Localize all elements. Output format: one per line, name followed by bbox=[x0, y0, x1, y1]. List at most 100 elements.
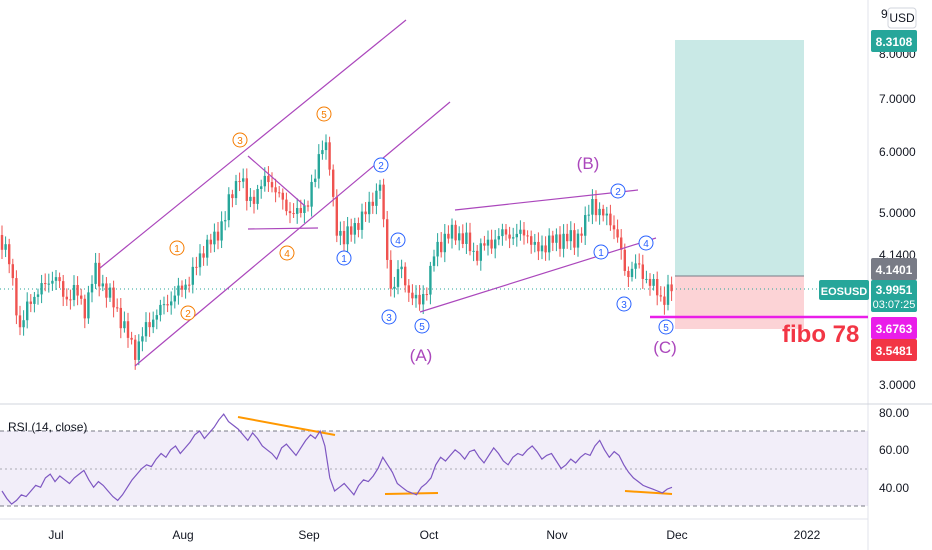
currency-label: USD bbox=[889, 11, 915, 25]
rsi-divergence-3[interactable] bbox=[624, 490, 673, 495]
candle-body bbox=[8, 244, 11, 265]
tag-target[interactable] bbox=[871, 30, 917, 52]
candle-body bbox=[274, 187, 277, 193]
candle-body bbox=[220, 221, 223, 241]
candle-body bbox=[303, 205, 306, 213]
b-wave-upper[interactable] bbox=[454, 189, 639, 211]
candle-body bbox=[461, 233, 464, 244]
b-wave-lower[interactable] bbox=[419, 237, 657, 313]
candle-body bbox=[191, 266, 194, 285]
candle-body bbox=[432, 256, 436, 266]
tag-stop-label: 3.5481 bbox=[876, 344, 913, 358]
x-tick-nov: Nov bbox=[546, 528, 567, 542]
channel-upper[interactable] bbox=[99, 19, 407, 269]
wave-c-label-1: 1 bbox=[598, 248, 604, 259]
y-tick-3: 3.0000 bbox=[879, 378, 916, 392]
candle-body bbox=[616, 229, 619, 238]
candle-body bbox=[386, 219, 389, 260]
candle-body bbox=[328, 142, 331, 170]
wave-a-label-3: 3 bbox=[386, 313, 392, 324]
candle-body bbox=[62, 281, 65, 297]
wave-c-label-3: 3 bbox=[621, 300, 627, 311]
currency-badge[interactable] bbox=[887, 7, 917, 29]
candle-body bbox=[155, 315, 158, 320]
candle-body bbox=[173, 295, 176, 302]
candle-body bbox=[270, 182, 274, 188]
rsi-title[interactable]: RSI (14, close) bbox=[8, 420, 87, 434]
candle-body bbox=[306, 205, 310, 207]
candle-body bbox=[670, 284, 673, 292]
candle-body bbox=[526, 235, 529, 237]
candle-body bbox=[494, 239, 497, 249]
candle-body bbox=[44, 283, 47, 285]
candle-body bbox=[314, 178, 317, 182]
candle-body bbox=[278, 192, 281, 194]
price-axis[interactable]: 9 8.0000 7.0000 6.0000 5.0000 4.1400 3.0… bbox=[819, 7, 917, 392]
candle-body bbox=[530, 236, 533, 245]
candle-body bbox=[602, 208, 605, 216]
time-axis[interactable]: Jul Aug Sep Oct Nov Dec 2022 bbox=[48, 528, 820, 542]
candle-body bbox=[605, 213, 608, 216]
candle-body bbox=[418, 294, 421, 305]
tag-last-price[interactable] bbox=[871, 280, 917, 312]
triangle-upper[interactable] bbox=[247, 155, 306, 207]
candle-body bbox=[137, 341, 140, 360]
candle-body bbox=[612, 225, 616, 230]
tag-fibo[interactable] bbox=[871, 317, 917, 339]
wave-a-label-2: 2 bbox=[378, 161, 384, 172]
y-tick-5: 5.0000 bbox=[879, 206, 916, 220]
candle-body bbox=[224, 220, 227, 222]
candle-body bbox=[364, 211, 367, 215]
candle-body bbox=[213, 231, 216, 245]
tag-symbol[interactable] bbox=[819, 280, 869, 300]
candle-body bbox=[177, 285, 180, 296]
candle-body bbox=[652, 278, 655, 286]
candle-body bbox=[414, 294, 418, 299]
candle-body bbox=[620, 237, 623, 250]
candle-body bbox=[47, 283, 50, 285]
candle-body bbox=[627, 270, 630, 278]
candle-body bbox=[360, 211, 364, 230]
candle-body bbox=[576, 233, 580, 248]
candle-body bbox=[198, 253, 202, 268]
fibo-78-label: fibo 78 bbox=[782, 321, 859, 348]
rsi-axis[interactable]: 80.00 60.00 40.00 bbox=[879, 406, 909, 495]
candle-body bbox=[166, 304, 169, 306]
wave-label-b: (B) bbox=[577, 154, 600, 173]
target-zone[interactable] bbox=[675, 40, 804, 276]
candle-body bbox=[206, 239, 209, 258]
candle-body bbox=[566, 233, 569, 242]
candle-body bbox=[440, 241, 443, 253]
candle-body bbox=[0, 235, 4, 250]
candle-body bbox=[134, 339, 137, 360]
candle-body bbox=[299, 208, 302, 213]
candle-body bbox=[522, 229, 526, 236]
rsi-line bbox=[1, 413, 673, 505]
candle-body bbox=[512, 237, 515, 239]
candle-body bbox=[458, 233, 461, 241]
triangle-lower[interactable] bbox=[247, 227, 319, 230]
candle-body bbox=[90, 283, 94, 293]
candle-body bbox=[353, 223, 356, 235]
candle-body bbox=[245, 178, 248, 201]
candle-body bbox=[450, 224, 454, 239]
candle-body bbox=[393, 286, 396, 289]
candle-body bbox=[641, 264, 644, 279]
candle-body bbox=[519, 229, 522, 234]
candle-body bbox=[382, 184, 385, 220]
candle-body bbox=[389, 259, 392, 289]
candle-body bbox=[51, 280, 54, 284]
candle-body bbox=[591, 199, 594, 215]
candle-body bbox=[540, 245, 544, 252]
rsi-tick-40: 40.00 bbox=[879, 481, 909, 495]
channel-lower[interactable] bbox=[134, 101, 451, 367]
rsi-divergence-2[interactable] bbox=[384, 492, 439, 495]
candle-body bbox=[411, 292, 414, 299]
tag-stop[interactable] bbox=[871, 339, 917, 361]
wave-label-4: 4 bbox=[284, 249, 290, 260]
candle-body bbox=[263, 175, 266, 187]
tag-entry[interactable] bbox=[871, 258, 917, 280]
candle-body bbox=[292, 213, 295, 215]
stop-zone[interactable] bbox=[675, 276, 804, 329]
